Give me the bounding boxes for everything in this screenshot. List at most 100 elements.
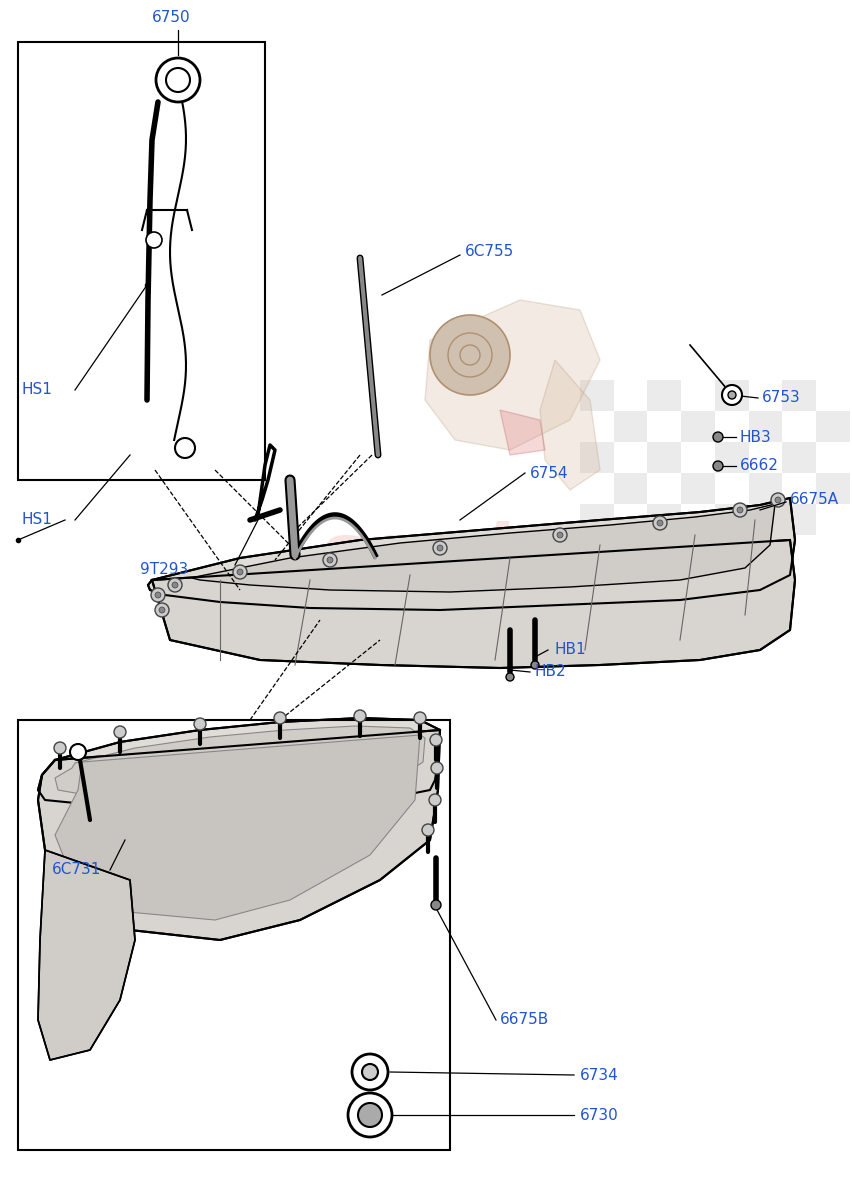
- Text: car parts: car parts: [210, 578, 395, 622]
- Bar: [781, 380, 815, 410]
- Bar: [18, 42, 265, 480]
- Bar: [579, 442, 613, 473]
- Circle shape: [166, 68, 190, 92]
- Circle shape: [233, 565, 247, 578]
- Circle shape: [552, 528, 567, 542]
- Text: 6675A: 6675A: [789, 492, 838, 508]
- Circle shape: [156, 58, 199, 102]
- Bar: [579, 380, 613, 410]
- Circle shape: [429, 794, 440, 806]
- Circle shape: [430, 762, 442, 774]
- Circle shape: [358, 1103, 382, 1127]
- Circle shape: [155, 592, 161, 598]
- Circle shape: [732, 503, 746, 517]
- Bar: [18, 720, 450, 1150]
- Circle shape: [237, 569, 243, 575]
- Bar: [748, 473, 781, 504]
- Polygon shape: [192, 504, 774, 592]
- Circle shape: [326, 557, 332, 563]
- Polygon shape: [55, 734, 419, 920]
- Circle shape: [422, 824, 434, 836]
- Bar: [579, 504, 613, 535]
- Polygon shape: [424, 300, 599, 450]
- Polygon shape: [38, 730, 440, 940]
- Circle shape: [114, 726, 126, 738]
- Bar: [647, 442, 681, 473]
- Polygon shape: [148, 498, 794, 610]
- Circle shape: [429, 734, 441, 746]
- Polygon shape: [38, 718, 440, 810]
- Bar: [815, 473, 849, 504]
- Circle shape: [721, 385, 741, 404]
- Polygon shape: [499, 410, 544, 455]
- Text: HB2: HB2: [534, 665, 566, 679]
- Bar: [647, 504, 681, 535]
- Text: 6730: 6730: [579, 1108, 618, 1122]
- Bar: [647, 380, 681, 410]
- Circle shape: [361, 1064, 377, 1080]
- Circle shape: [146, 232, 162, 248]
- Circle shape: [774, 497, 780, 503]
- Text: 6753: 6753: [761, 390, 800, 406]
- Text: 6750: 6750: [152, 10, 190, 24]
- Circle shape: [736, 506, 742, 514]
- Circle shape: [175, 438, 195, 458]
- Bar: [681, 473, 714, 504]
- Circle shape: [770, 493, 784, 506]
- Text: 6734: 6734: [579, 1068, 618, 1082]
- Circle shape: [656, 520, 662, 526]
- Circle shape: [712, 432, 722, 442]
- Circle shape: [433, 541, 446, 554]
- Bar: [748, 410, 781, 442]
- Text: 6662: 6662: [740, 458, 778, 474]
- Circle shape: [352, 1054, 388, 1090]
- Circle shape: [151, 588, 164, 602]
- Circle shape: [323, 553, 337, 566]
- Text: 6754: 6754: [529, 466, 568, 480]
- Circle shape: [556, 532, 562, 538]
- Polygon shape: [152, 540, 794, 668]
- Circle shape: [54, 742, 66, 754]
- Bar: [714, 380, 748, 410]
- Bar: [681, 410, 714, 442]
- Circle shape: [348, 1093, 392, 1138]
- Circle shape: [155, 602, 169, 617]
- Text: HB3: HB3: [740, 430, 771, 444]
- Text: HS1: HS1: [22, 512, 53, 528]
- Circle shape: [70, 744, 86, 760]
- Circle shape: [193, 718, 206, 730]
- Bar: [714, 504, 748, 535]
- Bar: [781, 442, 815, 473]
- Text: 6C755: 6C755: [464, 245, 514, 259]
- Circle shape: [727, 391, 735, 398]
- Bar: [613, 473, 647, 504]
- Bar: [815, 410, 849, 442]
- Text: scuderia: scuderia: [320, 521, 666, 589]
- Circle shape: [354, 710, 366, 722]
- Polygon shape: [539, 360, 599, 490]
- Circle shape: [158, 607, 164, 613]
- Circle shape: [531, 661, 538, 670]
- Circle shape: [429, 314, 509, 395]
- Bar: [714, 442, 748, 473]
- Polygon shape: [38, 850, 135, 1060]
- Text: HB1: HB1: [555, 642, 586, 658]
- Circle shape: [653, 516, 666, 530]
- Circle shape: [505, 673, 514, 680]
- Circle shape: [430, 900, 440, 910]
- Text: 9T293: 9T293: [140, 563, 188, 577]
- Bar: [781, 504, 815, 535]
- Circle shape: [436, 545, 442, 551]
- Polygon shape: [55, 726, 424, 802]
- Circle shape: [273, 712, 285, 724]
- Circle shape: [168, 578, 181, 592]
- Circle shape: [459, 346, 480, 365]
- Circle shape: [447, 332, 492, 377]
- Circle shape: [712, 461, 722, 470]
- Text: 6675B: 6675B: [499, 1013, 549, 1027]
- Circle shape: [413, 712, 425, 724]
- Text: 6C731: 6C731: [52, 863, 101, 877]
- Text: HS1: HS1: [22, 383, 53, 397]
- Bar: [613, 410, 647, 442]
- Circle shape: [172, 582, 178, 588]
